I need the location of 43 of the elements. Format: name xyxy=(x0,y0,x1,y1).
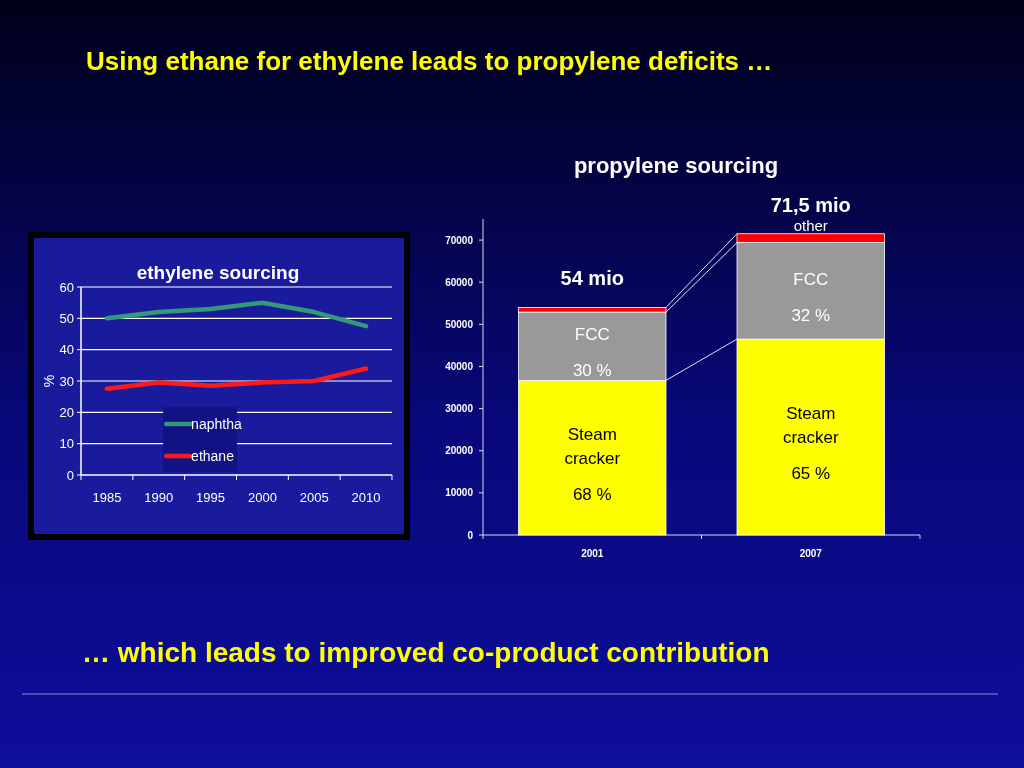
chart-title: ethylene sourcing xyxy=(136,262,300,283)
x-tick-label: 1995 xyxy=(196,490,226,505)
x-tick-label: 2001 xyxy=(581,547,604,559)
y-axis-title: % xyxy=(41,374,57,388)
y-tick-label: 20000 xyxy=(445,445,474,457)
y-tick-label: 60 xyxy=(59,279,74,295)
y-tick-label: 0 xyxy=(467,529,474,541)
annotation: 71,5 mio xyxy=(770,193,851,216)
y-tick-label: 70000 xyxy=(445,234,474,246)
x-tick-label: 1985 xyxy=(92,490,122,505)
text: Using ethane for ethylene leads to propylene deficits … xyxy=(86,46,773,76)
y-tick-label: 30 xyxy=(59,373,74,389)
x-tick-label: 1990 xyxy=(144,490,174,505)
chart-title: propylene sourcing xyxy=(573,153,779,178)
line-series xyxy=(104,366,369,392)
series-label: FCC xyxy=(574,325,610,345)
legend-label: naphtha xyxy=(191,415,242,432)
y-tick-label: 50 xyxy=(59,310,74,326)
y-tick-label: 30000 xyxy=(445,403,474,415)
legend-label: ethane xyxy=(191,447,235,464)
x-tick-label: 2007 xyxy=(799,547,823,559)
annotation: 54 mio xyxy=(560,267,624,290)
series-label: Steam cracker xyxy=(564,424,621,468)
annotation: 65 % xyxy=(791,463,831,483)
x-tick-label: 2010 xyxy=(351,490,381,505)
text: FCC xyxy=(793,269,829,289)
y-tick-label: 20 xyxy=(59,404,74,420)
annotation: 68 % xyxy=(572,484,612,504)
y-tick-label: 40 xyxy=(59,342,74,358)
y-tick-label: 40000 xyxy=(445,360,474,372)
y-tick-label: 10 xyxy=(59,436,74,452)
y-tick-label: 60000 xyxy=(445,276,474,288)
x-tick-label: 2000 xyxy=(247,490,277,505)
text: Steam cracker xyxy=(782,403,839,447)
annotation: 30 % xyxy=(572,361,612,381)
annotation: 32 % xyxy=(791,305,831,325)
y-tick-label: 0 xyxy=(66,467,74,483)
line-series xyxy=(104,300,369,329)
y-tick-label: 50000 xyxy=(445,318,474,330)
x-tick-label: 2005 xyxy=(299,490,329,505)
text: … which leads to improved co-product contribution xyxy=(82,637,770,668)
series-label: other xyxy=(793,216,828,234)
y-tick-label: 10000 xyxy=(445,487,474,499)
